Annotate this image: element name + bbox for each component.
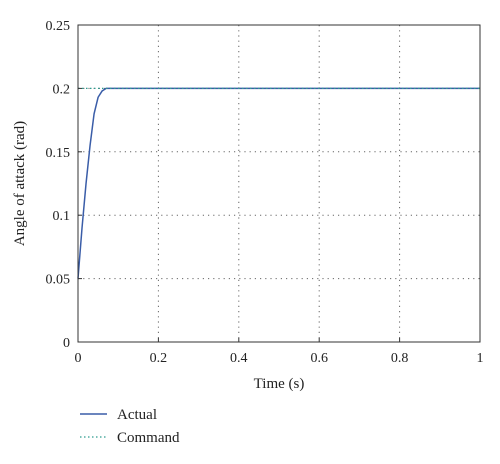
legend-label-command: Command (117, 430, 180, 446)
series-line-actual (77, 87, 480, 279)
x-tick-label: 0.6 (310, 351, 328, 366)
y-tick-label: 0.1 (53, 209, 71, 224)
x-tick-label: 0.8 (391, 351, 409, 366)
x-axis-label: Time (s) (254, 376, 305, 392)
x-tick-label: 0 (75, 351, 82, 366)
y-tick-label: 0.25 (46, 19, 71, 34)
y-tick-label: 0.05 (46, 273, 71, 288)
y-tick-label: 0.2 (53, 82, 71, 97)
legend: Actual Command (80, 407, 180, 446)
plot-frame (77, 24, 481, 343)
legend-label-actual: Actual (117, 407, 157, 423)
y-tick-label: 0.15 (46, 146, 71, 161)
grid-layer (78, 25, 480, 342)
tick-layer: 0 0.2 0.4 0.6 0.8 1 0 0.05 0.1 0.15 0.2 0.25 (46, 19, 484, 366)
series-layer (77, 87, 480, 279)
x-tick-label: 0.4 (230, 351, 248, 366)
y-axis-label: Angle of attack (rad) (12, 121, 28, 246)
y-tick-label: 0 (63, 336, 70, 351)
x-tick-label: 1 (477, 351, 484, 366)
x-tick-label: 0.2 (150, 351, 168, 366)
